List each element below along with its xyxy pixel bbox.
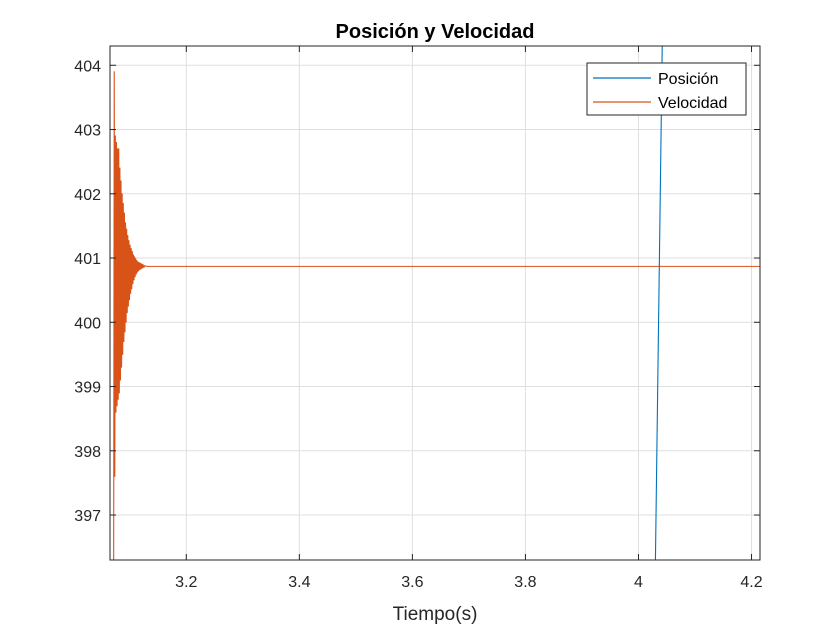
- x-tick-labels: 3.2 3.4 3.6 3.8 4 4.2: [175, 574, 763, 591]
- series-layer: [113, 46, 760, 560]
- plot-frame: [109, 45, 761, 561]
- legend: Posición Velocidad: [586, 62, 747, 116]
- y-tick-label: 398: [74, 444, 101, 461]
- series-line-velocidad: [113, 71, 760, 560]
- y-tick-label: 397: [74, 508, 101, 525]
- y-tick-label: 404: [74, 58, 101, 75]
- chart-title: Posición y Velocidad: [336, 21, 535, 43]
- plot-area: [110, 46, 760, 560]
- x-tick-label: 3.2: [175, 574, 197, 591]
- series-line-posicion: [654, 46, 663, 560]
- x-tick-label: 3.6: [401, 574, 423, 591]
- y-tick-label: 400: [74, 315, 101, 332]
- legend-label-velocidad: Velocidad: [658, 95, 727, 112]
- legend-box: [586, 62, 747, 116]
- x-axis-label: Tiempo(s): [393, 604, 478, 625]
- y-tick-label: 402: [74, 187, 101, 204]
- y-tick-label: 403: [74, 123, 101, 140]
- tick-marks: [110, 46, 760, 560]
- legend-label-posicion: Posición: [658, 71, 718, 88]
- x-tick-label: 4: [634, 574, 643, 591]
- x-tick-label: 3.4: [288, 574, 310, 591]
- y-tick-labels: 397 398 399 400 401 402 403 404: [74, 58, 101, 525]
- x-tick-label: 4.2: [740, 574, 762, 591]
- y-tick-label: 399: [74, 380, 101, 397]
- y-tick-label: 401: [74, 251, 101, 268]
- x-tick-label: 3.8: [514, 574, 536, 591]
